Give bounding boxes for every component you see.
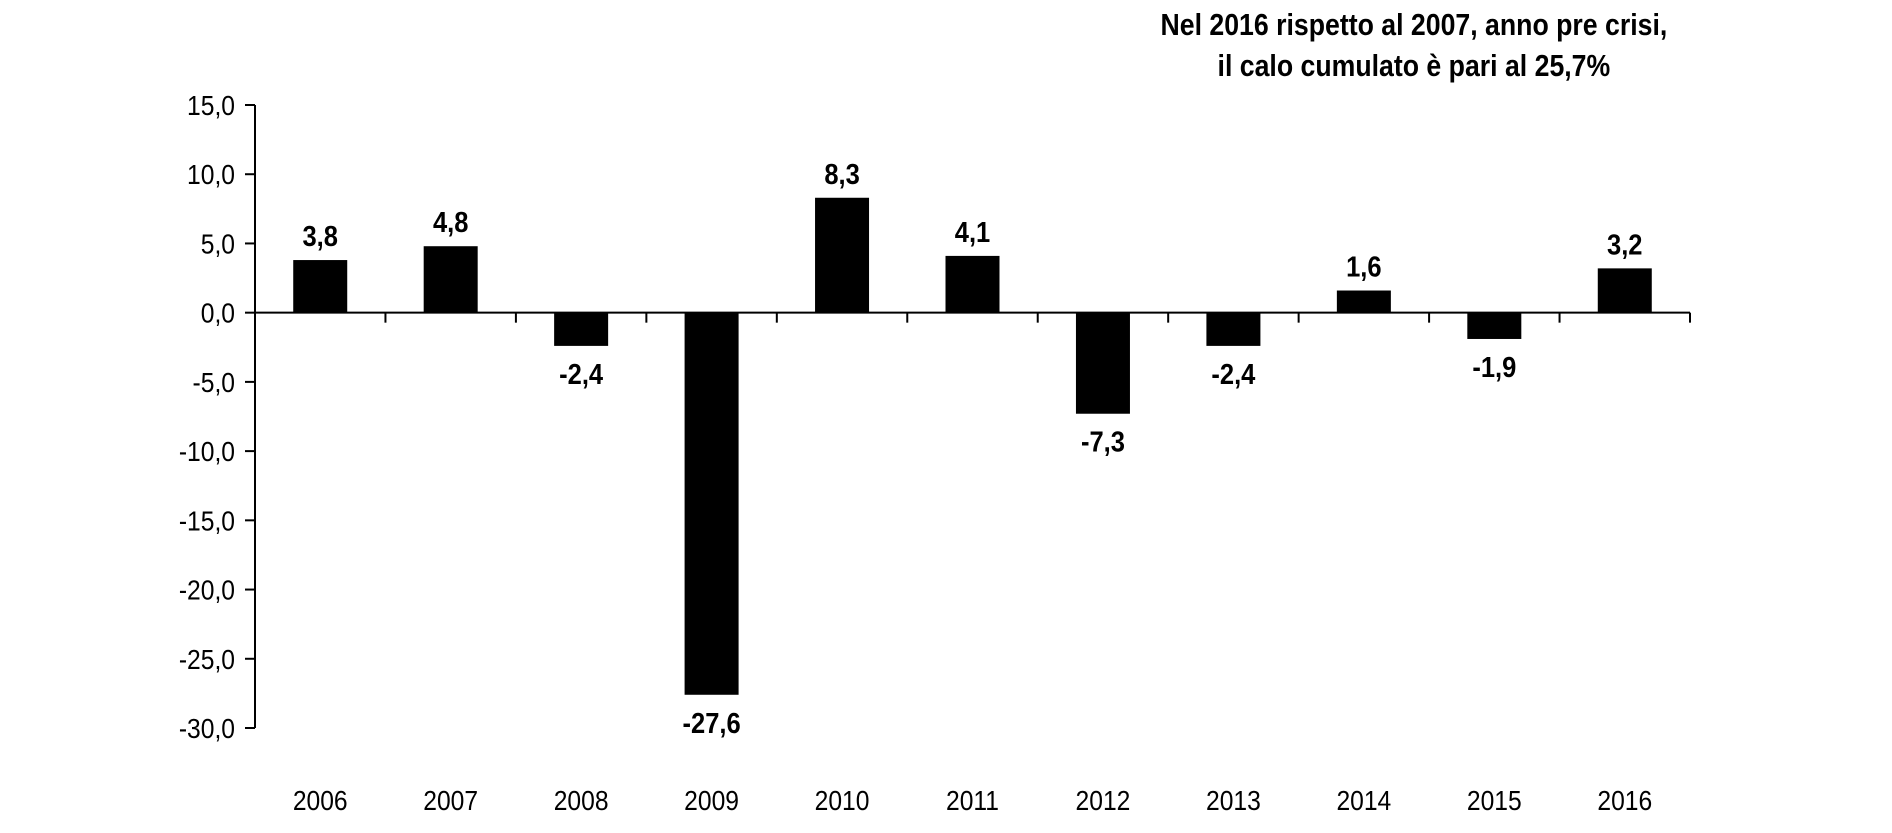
data-label: 4,1 — [955, 215, 990, 248]
bar — [1336, 290, 1391, 313]
y-axis-tick-label: -25,0 — [179, 643, 235, 675]
x-axis-category-label: 2008 — [554, 785, 609, 817]
y-axis-tick-label: -20,0 — [179, 574, 235, 606]
y-axis-tick-label: -5,0 — [193, 366, 235, 398]
data-label: 8,3 — [824, 157, 859, 190]
data-label: 4,8 — [433, 206, 468, 239]
x-axis-category-label: 2015 — [1467, 785, 1522, 817]
bar — [423, 246, 478, 313]
annotation-line-1: Nel 2016 rispetto al 2007, anno pre cris… — [1160, 7, 1667, 42]
x-axis-category-label: 2007 — [423, 785, 478, 817]
data-label: -7,3 — [1081, 425, 1125, 458]
chart-annotation: Nel 2016 rispetto al 2007, anno pre cris… — [1160, 4, 1667, 86]
bar — [554, 312, 609, 346]
bar — [293, 260, 348, 313]
bar — [1075, 312, 1130, 414]
y-axis-tick-label: -10,0 — [179, 436, 235, 468]
y-axis-tick-label: 0,0 — [201, 297, 235, 329]
bar — [1206, 312, 1261, 346]
y-axis-tick-label: 5,0 — [201, 228, 235, 260]
data-label: -27,6 — [683, 706, 741, 739]
data-label: -2,4 — [559, 357, 604, 390]
data-label: 3,2 — [1607, 228, 1642, 261]
y-axis-tick-label: 10,0 — [187, 159, 235, 191]
data-label: -2,4 — [1211, 357, 1256, 390]
y-axis-tick-label: -30,0 — [179, 713, 235, 745]
data-label: 1,6 — [1346, 250, 1381, 283]
x-axis-category-label: 2012 — [1076, 785, 1131, 817]
x-axis-category-label: 2009 — [684, 785, 739, 817]
bar — [684, 312, 739, 695]
x-axis-category-label: 2010 — [815, 785, 870, 817]
y-axis-tick-label: -15,0 — [179, 505, 235, 537]
x-axis-category-label: 2016 — [1597, 785, 1652, 817]
x-axis-category-label: 2014 — [1336, 785, 1391, 817]
data-label: -1,9 — [1472, 350, 1516, 383]
bar — [1597, 268, 1652, 313]
bar — [815, 197, 870, 313]
x-axis-category-label: 2011 — [946, 785, 999, 817]
bar — [1467, 312, 1522, 339]
annotation-line-2: il calo cumulato è pari al 25,7% — [1217, 48, 1610, 83]
y-axis-tick-label: 15,0 — [187, 90, 235, 122]
x-axis-category-label: 2006 — [293, 785, 348, 817]
bar — [945, 255, 1000, 313]
x-axis-category-label: 2013 — [1206, 785, 1261, 817]
data-label: 3,8 — [302, 220, 337, 253]
